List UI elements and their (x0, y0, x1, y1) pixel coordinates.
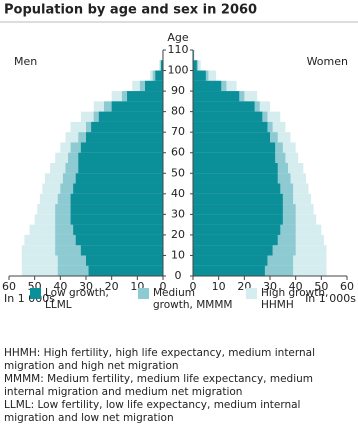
x-axis-label: In 1 000s (4, 292, 55, 305)
bar-women (193, 265, 265, 276)
x-tick-label: 30 (79, 280, 93, 293)
bar-women (193, 60, 197, 71)
x-tick-label: 10 (212, 280, 226, 293)
bar-women (193, 245, 273, 256)
bar-men (111, 101, 163, 112)
note: HHMH: High fertility, high life expectan… (4, 347, 316, 372)
legend-label: Medium growth, MMMM (153, 287, 233, 311)
y-axis-label: Age (167, 31, 189, 44)
notes: HHMH: High fertility, high life expectan… (4, 347, 354, 425)
bar-women (193, 163, 278, 174)
x-tick-label: 50 (314, 280, 328, 293)
x-tick-label: 0 (160, 280, 167, 293)
y-tick-label: 10 (171, 248, 185, 261)
chart: Population by age and sex in 2060 Age Me… (0, 3, 358, 305)
bar-women (193, 183, 281, 194)
bar-men (98, 111, 163, 122)
y-tick-label: 100 (168, 64, 189, 77)
x-tick-label: 40 (53, 280, 67, 293)
x-tick-label: 40 (289, 280, 303, 293)
bar-women (193, 132, 270, 143)
y-tick-label: 40 (171, 187, 185, 200)
bar-men (88, 265, 163, 276)
legend-label: Low growth, LLML (45, 287, 109, 311)
y-tick-label: 90 (171, 84, 185, 97)
bar-men (127, 91, 163, 102)
x-tick-label: 60 (2, 280, 16, 293)
bar-women (193, 101, 255, 112)
y-tick-label: 70 (171, 125, 185, 138)
bar-women (193, 121, 268, 133)
bar-women (193, 111, 263, 122)
bar-women (193, 70, 206, 81)
bar-women (193, 193, 283, 205)
bar-women (193, 152, 276, 163)
y-tick-label: 0 (175, 269, 182, 282)
y-tick-label: 50 (171, 166, 185, 179)
legend-item: High growth, HHMH (246, 287, 354, 311)
legend-swatch (30, 288, 41, 299)
legend-item: Low growth, LLML (30, 287, 138, 311)
bar-women (193, 255, 268, 266)
legend-label: High growth, HHMH (261, 287, 329, 311)
x-tick-label: 20 (105, 280, 119, 293)
bar-men (73, 183, 163, 194)
right-label: Women (307, 55, 348, 68)
bar-women (193, 234, 278, 246)
note: MMMM: Medium fertility, medium life expe… (4, 373, 314, 398)
legend-swatch (138, 288, 149, 299)
bar-men (70, 204, 163, 215)
bar-men (86, 255, 163, 266)
chart-title: Population by age and sex in 2060 (4, 3, 257, 18)
bar-women (193, 224, 281, 235)
x-axis-label: In 1 000s (305, 292, 356, 305)
y-tick-label: 20 (171, 228, 185, 241)
bar-men (78, 163, 163, 174)
bar-men (70, 214, 163, 225)
bar-women (193, 80, 222, 92)
y-tick-label: 80 (171, 105, 185, 118)
bar-women (193, 142, 276, 153)
bar-men (80, 142, 163, 153)
x-tick-label: 0 (190, 280, 197, 293)
left-label: Men (14, 55, 37, 68)
bar-men (75, 234, 163, 246)
bar-men (91, 121, 163, 133)
bar-men (78, 152, 163, 163)
bar-men (145, 80, 163, 92)
y-tick-label: 110 (168, 43, 189, 56)
x-tick-label: 60 (340, 280, 354, 293)
bar-men (86, 132, 163, 143)
legend-swatch (246, 288, 257, 299)
bar-women (193, 214, 283, 225)
note: LLML: Low fertility, low life expectancy… (4, 399, 301, 424)
legend-item: Medium growth, MMMM (138, 287, 246, 311)
bar-men (80, 245, 163, 256)
bar-men (73, 224, 163, 235)
bar-women (193, 204, 283, 215)
bar-men (75, 173, 163, 184)
bar-men (155, 70, 163, 81)
bar-women (193, 173, 278, 184)
legend: Low growth, LLML Medium growth, MMMM High … (30, 287, 358, 311)
bar-women (193, 91, 240, 102)
y-tick-label: 30 (171, 207, 185, 220)
y-tick-label: 60 (171, 146, 185, 159)
x-tick-label: 30 (263, 280, 277, 293)
bar-men (160, 60, 163, 71)
bar-men (70, 193, 163, 205)
